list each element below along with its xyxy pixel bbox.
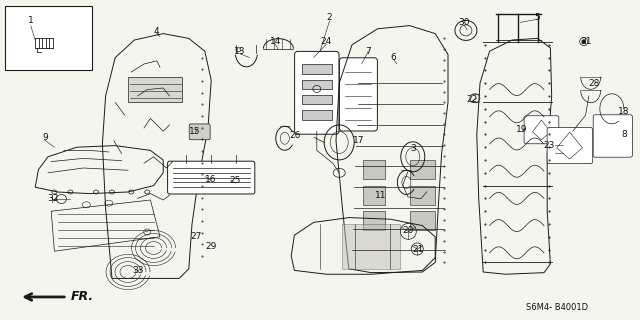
Text: 20: 20: [402, 226, 413, 235]
Text: 8: 8: [621, 130, 627, 139]
Text: 25: 25: [230, 176, 241, 185]
Bar: [410, 211, 435, 230]
FancyBboxPatch shape: [189, 124, 210, 140]
Text: 26: 26: [289, 132, 301, 140]
Text: 24: 24: [321, 37, 332, 46]
Text: 3: 3: [410, 144, 415, 153]
Bar: [342, 224, 400, 269]
Text: 1: 1: [28, 16, 33, 25]
Bar: [410, 186, 435, 205]
Text: 18: 18: [618, 108, 630, 116]
Bar: [363, 186, 385, 205]
FancyBboxPatch shape: [294, 52, 339, 134]
Text: 5: 5: [535, 13, 540, 22]
Text: 11: 11: [375, 191, 387, 200]
Text: 14: 14: [269, 37, 281, 46]
Text: 4: 4: [154, 28, 159, 36]
Text: 7: 7: [365, 47, 371, 56]
Bar: [301, 64, 332, 74]
Text: 6: 6: [391, 53, 396, 62]
FancyBboxPatch shape: [524, 116, 559, 144]
FancyBboxPatch shape: [547, 128, 593, 164]
Bar: [363, 160, 385, 179]
Text: 23: 23: [543, 141, 555, 150]
Text: 30: 30: [458, 18, 470, 27]
Text: 27: 27: [191, 232, 202, 241]
Text: FR.: FR.: [70, 291, 93, 303]
Bar: [410, 160, 435, 179]
Text: 29: 29: [205, 242, 217, 251]
Ellipse shape: [582, 40, 586, 44]
FancyBboxPatch shape: [593, 115, 632, 157]
Bar: [301, 80, 332, 89]
Text: S6M4- B4001D: S6M4- B4001D: [525, 303, 588, 312]
Text: 15: 15: [189, 127, 201, 136]
Bar: [301, 110, 332, 120]
Text: 31: 31: [580, 37, 591, 46]
Text: 19: 19: [516, 125, 527, 134]
FancyBboxPatch shape: [339, 58, 378, 131]
Bar: [5, 6, 92, 70]
Text: 33: 33: [132, 266, 143, 275]
Text: 22: 22: [467, 95, 478, 104]
FancyBboxPatch shape: [168, 161, 255, 194]
Text: 2: 2: [327, 13, 332, 22]
Text: 21: 21: [412, 245, 424, 254]
Text: 32: 32: [47, 194, 59, 203]
Polygon shape: [128, 77, 182, 102]
Bar: [301, 95, 332, 104]
Text: 13: 13: [234, 47, 246, 56]
Bar: [363, 211, 385, 230]
Text: 9: 9: [42, 133, 47, 142]
Text: 17: 17: [353, 136, 364, 145]
Text: 16: 16: [205, 175, 217, 184]
Text: 28: 28: [588, 79, 600, 88]
